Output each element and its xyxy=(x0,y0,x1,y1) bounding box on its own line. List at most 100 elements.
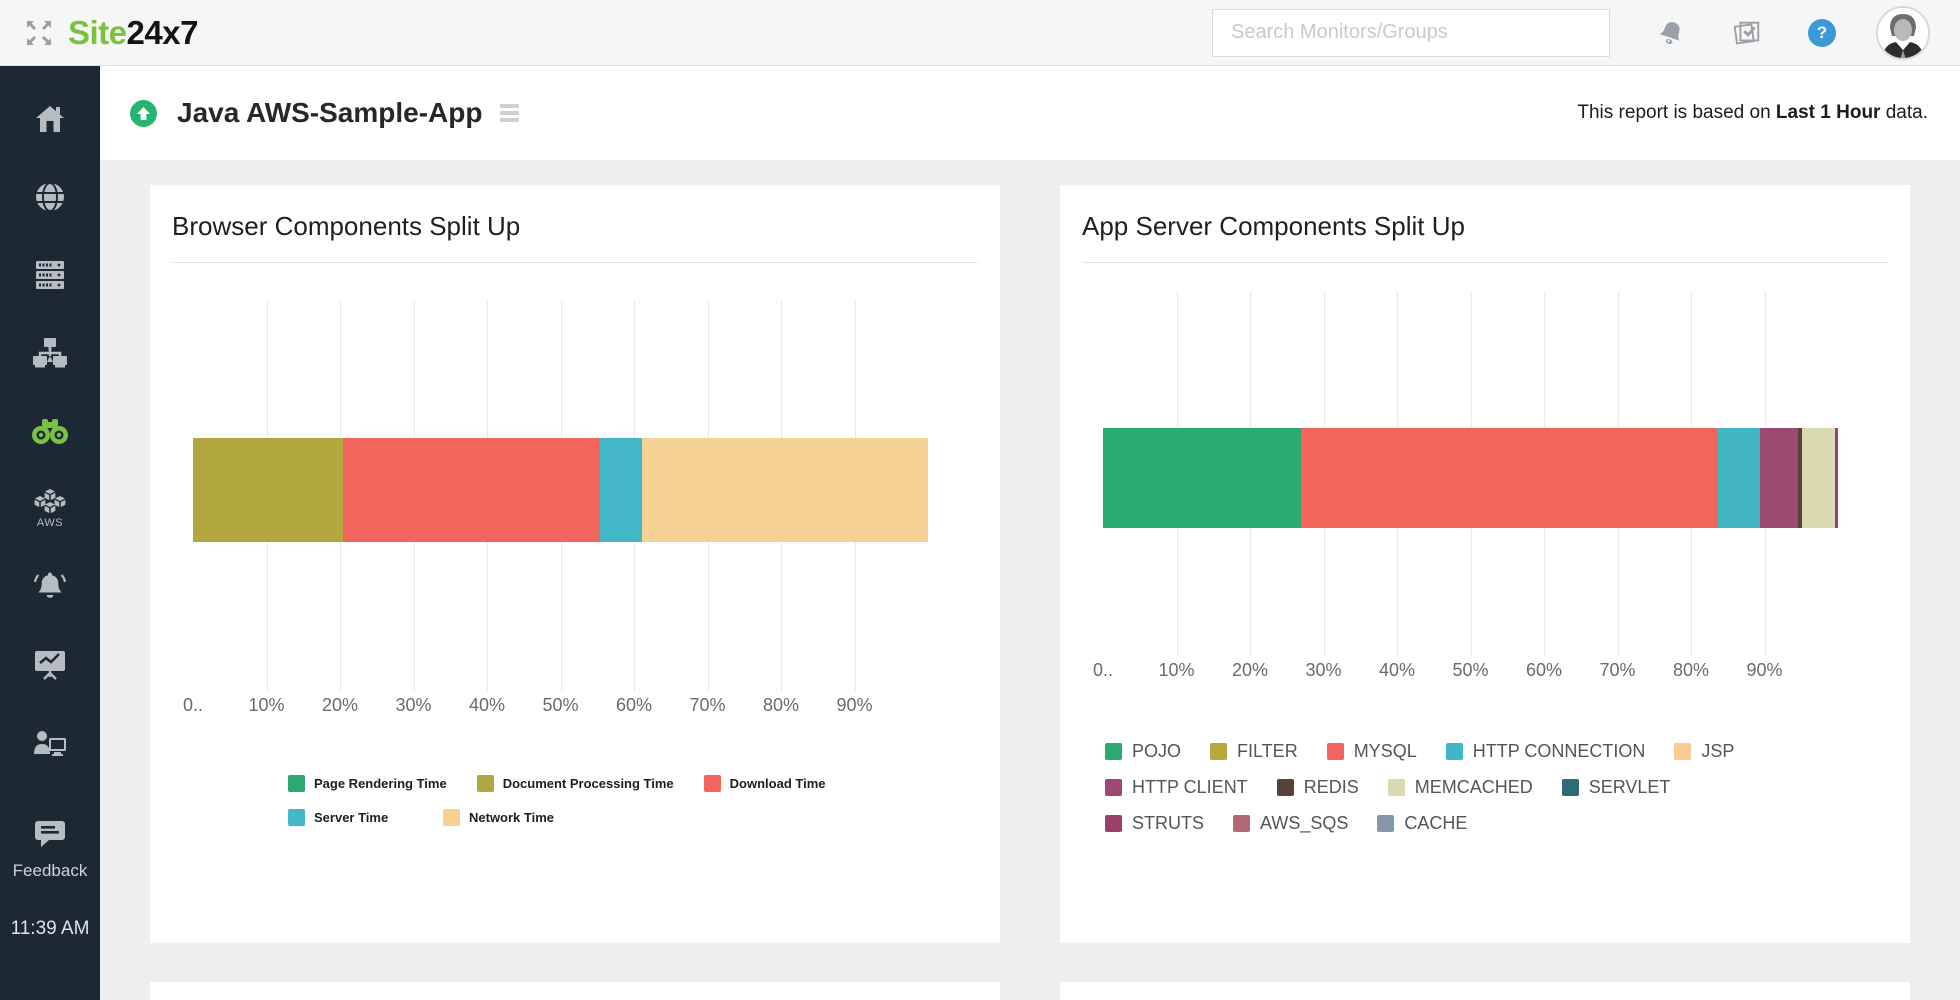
browser-components-chart: 0.. 10% 20% 30% 40% 50% 60% 70% 80% 90% Page Rende… xyxy=(150,263,1000,929)
x-axis-tick: 50% xyxy=(542,695,579,715)
legend-item-document-processing-time[interactable]: Document Processing Time xyxy=(476,775,674,792)
dashboard-content: Browser Components Split Up 0.. 10% 20% 30%… xyxy=(100,160,1960,1000)
legend-item-struts[interactable]: STRUTS xyxy=(1105,813,1204,834)
appserver-components-chart: 0.. 10% 20% 30% 40% 50% 60% 70% 80% 90% POJO FILTER… xyxy=(1060,263,1910,929)
bar-segment-http-client[interactable] xyxy=(1760,428,1799,528)
legend-label: HTTP CONNECTION xyxy=(1472,741,1646,761)
legend-row: STRUTS AWS_SQS CACHE xyxy=(1105,813,1910,834)
monitor-menu-icon[interactable] xyxy=(500,102,520,124)
legend-swatch xyxy=(1674,743,1692,760)
legend-item-pojo[interactable]: POJO xyxy=(1105,741,1181,762)
checklist-icon[interactable] xyxy=(1732,18,1762,48)
legend-swatch xyxy=(1377,815,1395,832)
sidebar-item-admin[interactable] xyxy=(0,722,100,764)
legend-label: Document Processing Time xyxy=(502,776,674,791)
sidebar-item-reports[interactable] xyxy=(0,644,100,686)
sidebar-item-aws[interactable]: AWS xyxy=(0,488,100,530)
x-axis-tick: 70% xyxy=(689,695,726,715)
legend-label: Page Rendering Time xyxy=(314,776,447,791)
sidebar-item-apm[interactable] xyxy=(0,410,100,452)
legend-swatch xyxy=(443,809,460,826)
legend-item-http-connection[interactable]: HTTP CONNECTION xyxy=(1445,741,1646,762)
card-title: App Server Components Split Up xyxy=(1082,211,1465,241)
card-partial xyxy=(150,982,1000,1000)
charts-row: Browser Components Split Up 0.. 10% 20% 30%… xyxy=(150,185,1960,943)
sidebar-item-alerts[interactable] xyxy=(0,566,100,608)
bar-segment-pojo[interactable] xyxy=(1103,428,1302,528)
legend-swatch xyxy=(1445,743,1463,760)
legend-swatch xyxy=(288,809,305,826)
legend-label: AWS_SQS xyxy=(1260,813,1349,833)
feedback-label: Feedback xyxy=(12,861,88,880)
legend-item-servlet[interactable]: SERVLET xyxy=(1561,777,1671,798)
site24x7-logo[interactable]: Site24x7 xyxy=(68,14,198,52)
legend-label: JSP xyxy=(1701,741,1735,761)
legend-label: SERVLET xyxy=(1588,777,1671,797)
legend-item-cache[interactable]: CACHE xyxy=(1377,813,1467,834)
legend-label: MEMCACHED xyxy=(1414,777,1533,797)
legend-item-filter[interactable]: FILTER xyxy=(1210,741,1298,762)
x-axis-tick: 10% xyxy=(248,695,285,715)
report-period-value: Last 1 Hour xyxy=(1775,102,1881,123)
legend-item-http-client[interactable]: HTTP CLIENT xyxy=(1105,777,1248,798)
legend-item-aws-sqs[interactable]: AWS_SQS xyxy=(1233,813,1348,834)
search-input[interactable] xyxy=(1212,8,1610,57)
bar-segment-memcached[interactable] xyxy=(1801,428,1836,528)
legend-label: POJO xyxy=(1132,741,1182,761)
bar-segment-download-time[interactable] xyxy=(342,438,601,542)
bar-segment-http-connection[interactable] xyxy=(1718,428,1761,528)
bar-segment-document-processing-time[interactable] xyxy=(193,438,343,542)
sidebar-item-feedback[interactable]: Feedback xyxy=(0,818,100,881)
legend-item-redis[interactable]: REDIS xyxy=(1276,777,1359,798)
bar-segment-redis[interactable] xyxy=(1798,428,1802,528)
bar-segment-network-time[interactable] xyxy=(642,438,928,542)
sidebar-item-network[interactable] xyxy=(0,332,100,374)
sidebar-item-home[interactable] xyxy=(0,98,100,140)
legend-item-mysql[interactable]: MYSQL xyxy=(1326,741,1417,762)
card-title: Browser Components Split Up xyxy=(172,211,521,241)
x-axis-tick: 60% xyxy=(615,695,653,715)
apm-binoculars-icon xyxy=(31,417,69,445)
legend-row: POJO FILTER MYSQL HTTP CONNECTION JSP xyxy=(1105,741,1910,762)
divider xyxy=(172,262,978,263)
legend-row: HTTP CLIENT REDIS MEMCACHED SERVLET xyxy=(1105,777,1910,798)
legend-item-download-time[interactable]: Download Time xyxy=(703,775,829,792)
legend-swatch xyxy=(288,775,305,792)
x-axis-tick: 40% xyxy=(468,695,506,715)
legend-item-network-time[interactable]: Network Time xyxy=(443,809,568,826)
legend-item-memcached[interactable]: MEMCACHED xyxy=(1387,777,1533,798)
bar-segment-struts[interactable] xyxy=(1835,428,1838,528)
bar-segment-server-time[interactable] xyxy=(600,438,643,542)
servers-icon xyxy=(34,260,66,290)
monitor-header: Java AWS-Sample-App This report is based… xyxy=(100,66,1960,160)
x-axis-tick: 80% xyxy=(1672,660,1710,680)
x-axis-tick: 80% xyxy=(762,695,800,715)
sidebar-item-web[interactable] xyxy=(0,176,100,218)
legend-swatch xyxy=(1105,779,1122,796)
legend-label: Network Time xyxy=(469,810,555,825)
stacked-bar[interactable] xyxy=(1103,428,1838,528)
legend-item-server-time[interactable]: Server Time xyxy=(288,809,413,826)
sidebar-item-servers[interactable] xyxy=(0,254,100,296)
legend-swatch xyxy=(476,775,494,792)
x-axis-tick: 60% xyxy=(1525,660,1563,680)
legend-item-page-rendering-time[interactable]: Page Rendering Time xyxy=(288,775,447,792)
legend-swatch xyxy=(1387,779,1405,796)
x-axis-tick: 0.. xyxy=(1092,660,1114,680)
x-axis-tick: 70% xyxy=(1599,660,1636,680)
stacked-bar[interactable] xyxy=(193,438,928,542)
next-cards-row xyxy=(150,982,1960,1000)
legend-item-jsp[interactable]: JSP xyxy=(1674,741,1734,762)
bell-icon[interactable] xyxy=(1656,18,1686,48)
legend-label: REDIS xyxy=(1303,777,1359,797)
divider xyxy=(1082,262,1888,263)
card-partial xyxy=(1060,982,1910,1000)
legend-label: MYSQL xyxy=(1353,741,1417,761)
expand-icon[interactable] xyxy=(26,20,52,46)
x-axis-tick: 20% xyxy=(1231,660,1269,680)
sidebar: AWS xyxy=(0,66,100,1000)
avatar[interactable] xyxy=(1876,5,1930,60)
bar-segment-mysql[interactable] xyxy=(1301,428,1719,528)
legend-row: Page Rendering Time Document Processing T… xyxy=(288,775,1000,792)
help-icon[interactable]: ? xyxy=(1808,18,1836,47)
